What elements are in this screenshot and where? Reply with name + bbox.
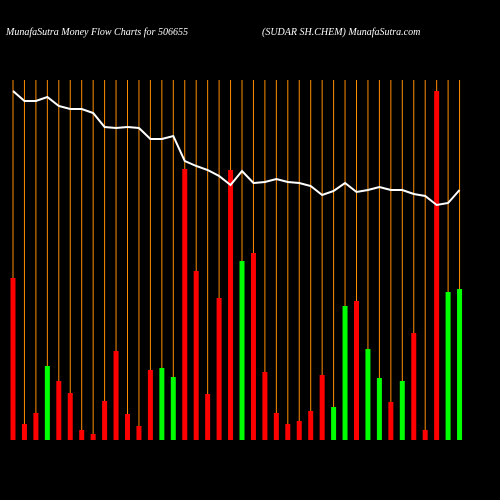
bar: [445, 292, 451, 440]
bar: [319, 375, 325, 440]
bar: [113, 351, 119, 440]
bar: [250, 253, 256, 440]
bar: [10, 278, 16, 440]
bar: [434, 91, 440, 440]
bar: [79, 430, 85, 440]
bar: [331, 407, 337, 440]
bar: [33, 413, 39, 440]
bar: [21, 424, 27, 440]
price-line: [12, 90, 461, 207]
bar: [354, 301, 359, 440]
chart-subtitle: (SUDAR SH.CHEM) MunafaSutra.com: [262, 27, 420, 38]
bar: [205, 394, 211, 440]
bar: [239, 261, 245, 440]
bar: [308, 411, 314, 440]
bar: [170, 377, 176, 440]
bar: [411, 333, 417, 440]
bar: [193, 271, 199, 440]
bar: [388, 402, 394, 440]
bar: [44, 366, 50, 440]
bar: [136, 426, 142, 440]
bar: [67, 393, 73, 440]
bar: [376, 378, 382, 440]
bar: [228, 170, 234, 440]
bar: [147, 370, 153, 440]
bar: [422, 430, 428, 440]
bar: [102, 401, 108, 440]
bar: [159, 368, 165, 440]
bar: [90, 434, 96, 440]
bar: [457, 289, 463, 440]
bar: [262, 372, 268, 440]
bar: [365, 349, 371, 440]
bar: [182, 169, 188, 440]
bar: [56, 381, 62, 440]
bar: [296, 421, 302, 440]
bar: [399, 381, 405, 440]
bar: [273, 413, 279, 440]
bar: [216, 298, 222, 440]
bar: [125, 414, 130, 440]
chart-title: MunafaSutra Money Flow Charts for 506655: [5, 27, 188, 38]
bar: [342, 306, 348, 440]
bar: [285, 424, 291, 440]
